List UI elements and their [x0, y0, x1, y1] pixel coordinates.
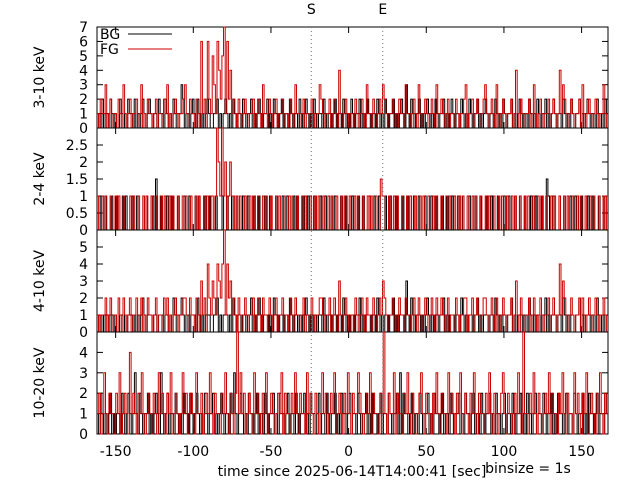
- y-tick-label: 1: [79, 308, 88, 324]
- y-tick-label: 0: [79, 121, 88, 137]
- y-tick-label: 0: [79, 325, 88, 341]
- y-tick-label: 1.5: [66, 172, 88, 188]
- binsize-label: binsize = 1s: [485, 461, 571, 477]
- x-tick-label: -50: [260, 444, 283, 460]
- panel-1: 00.511.522.5 2-4 keV: [32, 127, 609, 239]
- marker-label-E: E: [378, 2, 387, 18]
- legend-label-fg: FG: [100, 42, 119, 58]
- x-tick-label: 100: [491, 444, 518, 460]
- y-axis-label: 4-10 keV: [32, 250, 48, 312]
- legend-label-bg: BG: [100, 27, 120, 43]
- y-axis-label: 10-20 keV: [32, 347, 48, 418]
- x-tick-label: -150: [100, 444, 132, 460]
- y-tick-label: 2.5: [66, 138, 88, 154]
- y-tick-label: 4: [79, 257, 88, 273]
- x-tick-label: 0: [344, 444, 353, 460]
- y-tick-label: 7: [79, 20, 88, 36]
- panel-3: 0 1 2 3 4 10-20 keV: [32, 331, 609, 443]
- y-tick-label: 2: [79, 155, 88, 171]
- y-tick-label: 3: [79, 274, 88, 290]
- y-axis-label: 3-10 keV: [32, 46, 48, 108]
- y-tick-label: 6: [79, 34, 88, 50]
- x-axis-label: time since 2025-06-14T14:00:41 [sec]: [218, 464, 487, 480]
- x-tick-label: 50: [417, 444, 435, 460]
- x-tick-label: 150: [568, 444, 595, 460]
- y-tick-label: 3: [79, 78, 88, 94]
- y-tick-label: 5: [79, 240, 88, 256]
- y-tick-label: 2: [79, 291, 88, 307]
- y-tick-label: 4: [79, 345, 88, 361]
- y-tick-label: 0.5: [66, 206, 88, 222]
- y-tick-label: 2: [79, 92, 88, 108]
- y-tick-label: 4: [79, 63, 88, 79]
- y-axis-label: 2-4 keV: [32, 152, 48, 206]
- series-fg: [97, 229, 608, 333]
- y-tick-label: 0: [79, 223, 88, 239]
- marker-label-S: S: [307, 2, 316, 18]
- series-fg: [97, 331, 608, 435]
- y-tick-label: 5: [79, 49, 88, 65]
- x-tick-label: -100: [177, 444, 209, 460]
- y-tick-label: 2: [79, 386, 88, 402]
- y-tick-label: 3: [79, 366, 88, 382]
- y-tick-label: 0: [79, 427, 88, 443]
- y-tick-label: 1: [79, 189, 88, 205]
- y-tick-label: 1: [79, 107, 88, 123]
- y-tick-label: 1: [79, 407, 88, 423]
- series-fg: [97, 127, 608, 231]
